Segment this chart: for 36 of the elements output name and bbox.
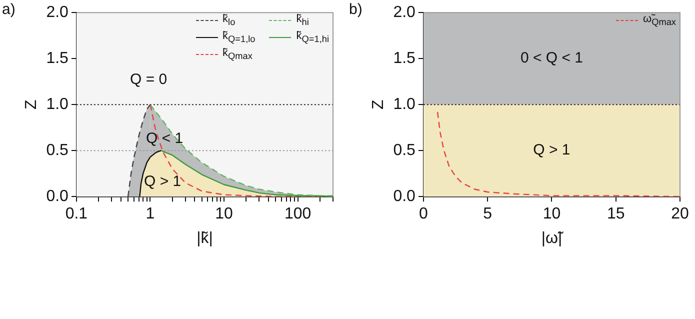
annotation: Q = 0 [130,71,168,88]
x-tick-label: 0 [418,206,428,223]
y-tick-label: 2.0 [46,4,69,22]
x-tick-label: 100 [284,206,312,223]
legend-label: k̃$_{hi}$ [296,12,309,30]
x-tick-label: 0.1 [65,206,88,223]
x-tick-label: 10 [542,206,561,223]
y-tick-label: 2.0 [393,4,416,22]
x-tick-label: 1 [146,206,155,223]
x-tick-label: 10 [215,206,234,223]
x-tick-label: 15 [606,206,625,223]
x-tick-label: 5 [483,206,492,223]
y-axis-title: Z [370,99,388,110]
annotation: Q > 1 [144,173,182,190]
y-tick-label: 0.0 [393,188,416,206]
legend-label: k̃$_{Q=1,hi}$ [296,29,329,46]
text: b) [349,1,362,18]
x-axis-title: |k̃| [196,230,213,247]
annotation: Q < 1 [146,130,184,147]
y-tick-label: 0.0 [46,188,69,206]
legend-label: k̃$_{Q=1,lo}$ [222,29,256,46]
y-tick-label: 1.0 [46,96,69,114]
x-axis-title: |ω̃| [541,230,564,247]
band-label: Q > 1 [533,142,570,159]
y-tick-label: 1.0 [393,96,416,114]
y-tick-label: 1.5 [46,50,69,68]
y-tick-label: 0.5 [46,142,69,160]
legend-label: k̃$_{Qmax}$ [222,46,252,64]
legend-label: ω̃$_{Qmax}$ [642,12,676,30]
x-tick-label: 20 [671,206,689,223]
y-axis-title: Z [23,99,40,110]
legend-label: k̃$_{lo}$ [222,12,236,30]
band-label: 0 < Q < 1 [520,50,583,67]
y-tick-label: 1.5 [393,50,416,68]
y-tick-label: 0.5 [393,142,416,160]
text: a) [2,1,16,18]
